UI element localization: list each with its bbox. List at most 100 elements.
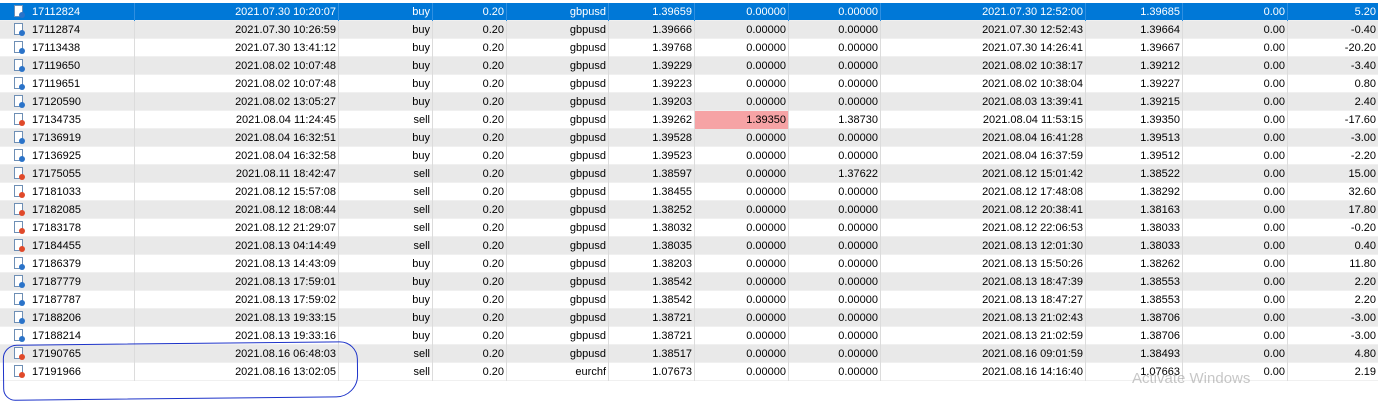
symbol-cell: gbpusd [507,237,609,255]
ticket-cell: 17181033 [0,183,135,201]
open-time-cell: 2021.08.13 17:59:01 [135,273,339,291]
profit-cell: 5.20 [1354,6,1376,18]
close-time-cell: 2021.08.13 18:47:39 [881,273,1086,291]
close-price-cell: 1.38522 [1086,165,1183,183]
table-row[interactable]: 17120590 2021.08.02 13:05:27 buy 0.20 gbpusd… [0,93,1378,111]
take-profit-cell: 0.00000 [789,363,881,381]
trade-history-table: 17112824 2021.07.30 10:20:07 buy 0.20 gbpusd… [0,3,1378,381]
symbol-cell: gbpusd [507,111,609,129]
close-price-cell: 1.39350 [1086,111,1183,129]
swap-cell: 0.00 [1183,39,1288,57]
stop-loss-cell: 0.00000 [695,39,789,57]
stop-loss-cell: 0.00000 [695,21,789,39]
open-time-cell: 2021.07.30 13:41:12 [135,39,339,57]
table-row[interactable]: 17136919 2021.08.04 16:32:51 buy 0.20 gbpusd… [0,129,1378,147]
swap-cell: 0.00 [1183,201,1288,219]
stop-loss-cell: 0.00000 [695,273,789,291]
close-price-cell: 1.39212 [1086,57,1183,75]
swap-cell: 0.00 [1183,111,1288,129]
swap-cell: 0.00 [1183,237,1288,255]
ticket-cell: 17182085 [0,201,135,219]
stop-loss-cell: 0.00000 [695,255,789,273]
profit-cell: 2.20 [1354,294,1376,306]
close-time-cell: 2021.08.13 15:50:26 [881,255,1086,273]
stop-loss-cell: 0.00000 [695,291,789,309]
table-row[interactable]: 17188214 2021.08.13 19:33:16 buy 0.20 gbpusd… [0,327,1378,345]
symbol-cell: gbpusd [507,21,609,39]
take-profit-cell: 0.00000 [789,57,881,75]
close-price-cell: 1.38706 [1086,327,1183,345]
close-time-cell: 2021.08.12 17:48:08 [881,183,1086,201]
table-row[interactable]: 17119651 2021.08.02 10:07:48 buy 0.20 gbpusd… [0,75,1378,93]
table-row[interactable]: 17175055 2021.08.11 18:42:47 sell 0.20 gbpus… [0,165,1378,183]
open-time-cell: 2021.08.16 13:02:05 [135,363,339,381]
stop-loss-cell: 0.00000 [695,147,789,165]
table-row[interactable]: 17134735 2021.08.04 11:24:45 sell 0.20 gbpus… [0,111,1378,129]
table-row[interactable]: 17184455 2021.08.13 04:14:49 sell 0.20 gbpus… [0,237,1378,255]
take-profit-cell: 0.00000 [789,201,881,219]
table-row[interactable]: 17186379 2021.08.13 14:43:09 buy 0.20 gbpusd… [0,255,1378,273]
ticket-cell: 17120590 [0,93,135,111]
table-row[interactable]: 17188206 2021.08.13 19:33:15 buy 0.20 gbpusd… [0,309,1378,327]
close-time-cell: 2021.08.04 16:41:28 [881,129,1086,147]
type-cell: sell [339,345,433,363]
table-row[interactable]: 17112824 2021.07.30 10:20:07 buy 0.20 gbpusd… [0,3,1378,21]
profit-cell: -3.00 [1350,330,1376,342]
open-time-cell: 2021.08.13 14:43:09 [135,255,339,273]
open-price-cell: 1.38252 [609,201,695,219]
ticket-cell: 17186379 [0,255,135,273]
close-time-cell: 2021.07.30 12:52:43 [881,21,1086,39]
close-price-cell: 1.38163 [1086,201,1183,219]
table-row[interactable]: 17187787 2021.08.13 17:59:02 buy 0.20 gbpusd… [0,291,1378,309]
stop-loss-cell: 0.00000 [695,363,789,381]
ticket-cell: 17113438 [0,39,135,57]
open-time-cell: 2021.07.30 10:20:07 [135,3,339,21]
close-time-cell: 2021.07.30 14:26:41 [881,39,1086,57]
open-time-cell: 2021.08.13 17:59:02 [135,291,339,309]
table-row[interactable]: 17183178 2021.08.12 21:29:07 sell 0.20 gbpus… [0,219,1378,237]
close-time-cell: 2021.08.12 15:01:42 [881,165,1086,183]
type-cell: buy [339,327,433,345]
open-price-cell: 1.38721 [609,327,695,345]
symbol-cell: gbpusd [507,201,609,219]
swap-cell: 0.00 [1183,165,1288,183]
open-time-cell: 2021.08.02 10:07:48 [135,57,339,75]
table-row[interactable]: 17182085 2021.08.12 18:08:44 sell 0.20 gbpus… [0,201,1378,219]
open-price-cell: 1.39528 [609,129,695,147]
table-row[interactable]: 17112874 2021.07.30 10:26:59 buy 0.20 gbpusd… [0,21,1378,39]
open-price-cell: 1.38455 [609,183,695,201]
ticket-cell: 17175055 [0,165,135,183]
swap-cell: 0.00 [1183,273,1288,291]
table-row[interactable]: 17113438 2021.07.30 13:41:12 buy 0.20 gbpusd… [0,39,1378,57]
profit-cell: 0.80 [1354,78,1376,90]
close-time-cell: 2021.08.02 10:38:04 [881,75,1086,93]
open-time-cell: 2021.08.12 18:08:44 [135,201,339,219]
open-price-cell: 1.39768 [609,39,695,57]
swap-cell: 0.00 [1183,291,1288,309]
type-cell: buy [339,57,433,75]
close-time-cell: 2021.08.12 20:38:41 [881,201,1086,219]
order-sell-icon [14,113,25,126]
stop-loss-cell: 0.00000 [695,75,789,93]
type-cell: buy [339,291,433,309]
open-price-cell: 1.07673 [609,363,695,381]
symbol-cell: gbpusd [507,57,609,75]
table-row[interactable]: 17136925 2021.08.04 16:32:58 buy 0.20 gbpusd… [0,147,1378,165]
table-row[interactable]: 17119650 2021.08.02 10:07:48 buy 0.20 gbpusd… [0,57,1378,75]
size-cell: 0.20 [433,345,507,363]
size-cell: 0.20 [433,255,507,273]
table-row[interactable]: 17187779 2021.08.13 17:59:01 buy 0.20 gbpusd… [0,273,1378,291]
order-sell-icon [14,203,25,216]
open-price-cell: 1.39666 [609,21,695,39]
table-row[interactable]: 17191966 2021.08.16 13:02:05 sell 0.20 eurch… [0,363,1378,381]
table-row[interactable]: 17190765 2021.08.16 06:48:03 sell 0.20 gbpus… [0,345,1378,363]
symbol-cell: gbpusd [507,93,609,111]
type-cell: buy [339,255,433,273]
size-cell: 0.20 [433,57,507,75]
table-row[interactable]: 17181033 2021.08.12 15:57:08 sell 0.20 gbpus… [0,183,1378,201]
swap-cell: 0.00 [1183,309,1288,327]
type-cell: buy [339,129,433,147]
close-time-cell: 2021.07.30 12:52:00 [881,3,1086,21]
order-buy-icon [14,5,25,18]
close-time-cell: 2021.08.04 11:53:15 [881,111,1086,129]
